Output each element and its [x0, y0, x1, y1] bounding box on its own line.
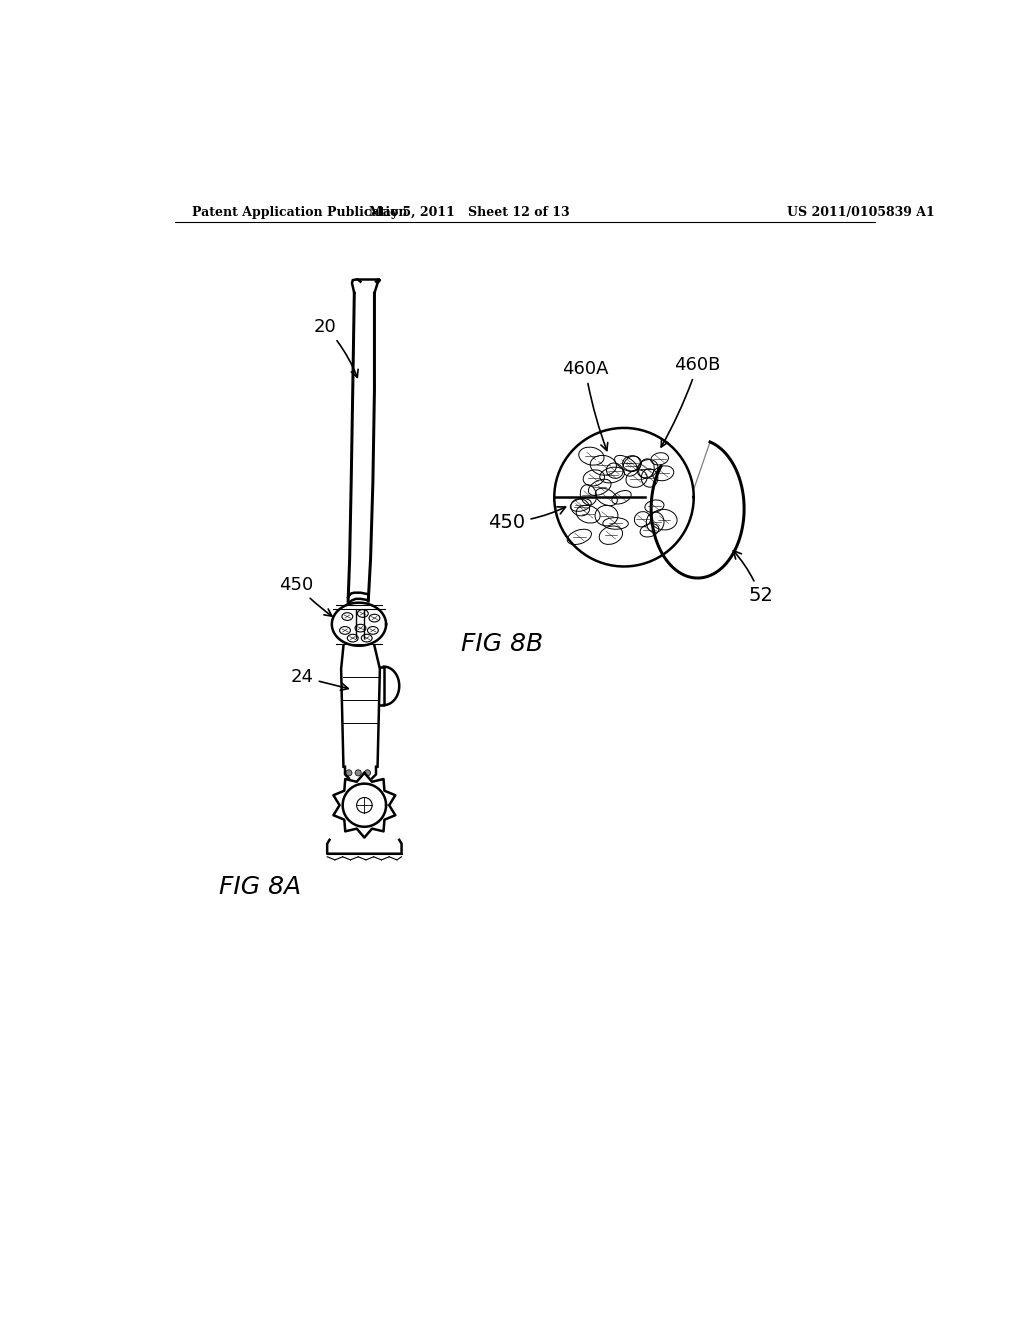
- Circle shape: [346, 770, 352, 776]
- Text: 450: 450: [488, 507, 565, 532]
- Text: Patent Application Publication: Patent Application Publication: [191, 206, 408, 219]
- Text: FIG 8A: FIG 8A: [219, 875, 302, 899]
- Text: 460A: 460A: [562, 360, 608, 450]
- Text: FIG 8B: FIG 8B: [461, 632, 544, 656]
- Text: 460B: 460B: [662, 356, 721, 447]
- Text: May 5, 2011   Sheet 12 of 13: May 5, 2011 Sheet 12 of 13: [369, 206, 569, 219]
- Text: 450: 450: [280, 576, 332, 616]
- Text: 24: 24: [291, 668, 348, 690]
- Circle shape: [355, 770, 361, 776]
- Circle shape: [365, 770, 371, 776]
- Text: US 2011/0105839 A1: US 2011/0105839 A1: [786, 206, 935, 219]
- Text: 52: 52: [733, 550, 773, 605]
- Text: 20: 20: [314, 318, 358, 378]
